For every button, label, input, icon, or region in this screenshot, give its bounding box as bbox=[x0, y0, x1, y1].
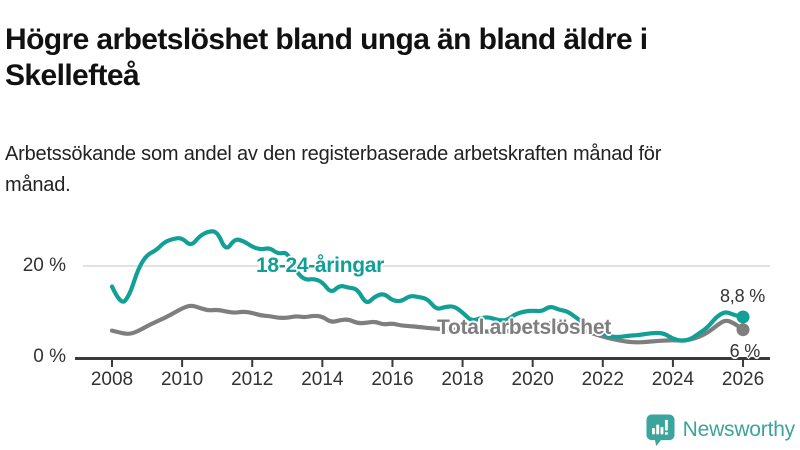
end-dot-total bbox=[736, 323, 750, 337]
x-tick-label-2018: 2018 bbox=[441, 369, 484, 390]
chart-subtitle: Arbetssökande som andel av den registerb… bbox=[5, 143, 662, 196]
x-tick-label-2012: 2012 bbox=[231, 369, 274, 390]
y-tick-label-0: 0 % bbox=[33, 346, 66, 367]
series-line-total bbox=[109, 303, 746, 345]
x-tick-label-2016: 2016 bbox=[371, 369, 414, 390]
series-label-18-24: 18-24-åringar bbox=[256, 254, 384, 277]
x-tick-label-2010: 2010 bbox=[160, 369, 204, 390]
x-tick-label-2024: 2024 bbox=[651, 369, 695, 390]
series-line-18-24 bbox=[109, 229, 746, 343]
x-tick-label-2022: 2022 bbox=[581, 369, 624, 390]
x-tick-label-2008: 2008 bbox=[90, 369, 134, 390]
series-label-total: Total arbetslöshet bbox=[437, 316, 611, 339]
newsworthy-logo[interactable]: Newsworthy bbox=[646, 414, 795, 446]
end-value-label-18-24: 8,8 % bbox=[719, 286, 765, 306]
chart-title: Högre arbetslöshet bland unga än bland ä… bbox=[5, 23, 648, 93]
y-tick-label-20: 20 % bbox=[22, 255, 66, 276]
end-dot-18-24 bbox=[736, 310, 750, 324]
end-value-label-total: 6 % bbox=[729, 341, 761, 361]
x-tick-label-2026: 2026 bbox=[721, 369, 765, 390]
x-tick-label-2014: 2014 bbox=[301, 369, 344, 390]
newsworthy-bubble-chart-icon bbox=[646, 414, 675, 446]
x-tick-label-2020: 2020 bbox=[511, 369, 554, 390]
newsworthy-wordmark: Newsworthy bbox=[682, 418, 796, 441]
